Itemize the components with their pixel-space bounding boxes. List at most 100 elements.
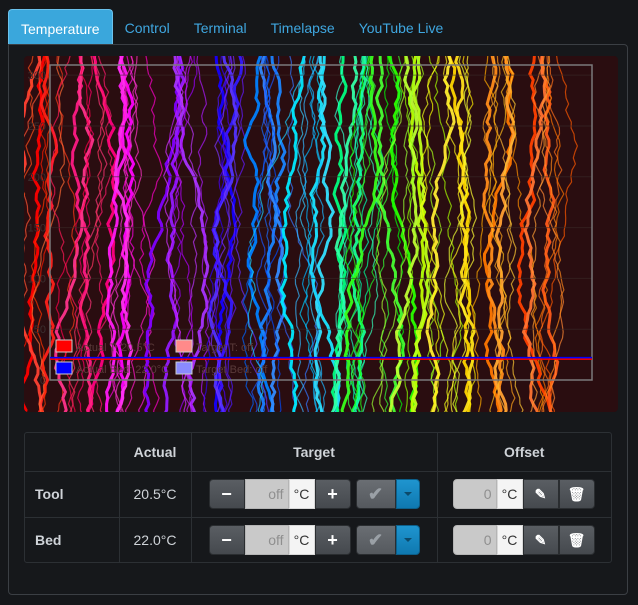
decorative-streak — [211, 56, 233, 412]
row-label-bed: Bed — [25, 517, 120, 563]
y-tick-label: 100 — [28, 273, 46, 285]
table-header-row: Actual Target Offset — [25, 433, 611, 472]
decorative-streak — [70, 56, 92, 412]
decorative-streak — [371, 56, 419, 412]
target-input-tool[interactable]: off — [244, 479, 289, 509]
header-actual: Actual — [119, 433, 192, 472]
delete-offset-bed-button[interactable]: 🗑 — [558, 525, 595, 556]
decorative-streak — [216, 56, 234, 412]
set-target-tool-button[interactable]: ✔ — [355, 479, 396, 509]
decorative-streak — [534, 56, 565, 412]
decorative-streak — [340, 56, 380, 412]
y-tick-label: 50 — [34, 324, 46, 336]
offset-input-bed[interactable]: 0 — [452, 525, 497, 556]
decorative-streak — [450, 56, 478, 412]
edit-offset-tool-button[interactable]: ✎ — [522, 479, 559, 509]
decorative-streak — [105, 56, 136, 412]
legend-swatch-0 — [55, 339, 73, 353]
decorative-streak — [24, 56, 51, 348]
decorative-streak — [55, 56, 92, 412]
decorative-streak — [179, 56, 198, 412]
offset-control-bed: 0 °C ✎ 🗑 — [452, 525, 612, 556]
decorative-streak — [241, 56, 273, 412]
decorative-streak — [24, 56, 45, 412]
decorative-streak — [202, 56, 228, 412]
decorative-streak — [411, 56, 431, 412]
decorative-streak — [538, 56, 563, 412]
decorative-streak — [167, 56, 191, 412]
decorative-streak — [162, 56, 186, 412]
decorative-streak — [387, 56, 419, 412]
tab-control[interactable]: Control — [124, 20, 170, 36]
decorative-streak — [77, 56, 95, 412]
header-offset: Offset — [437, 433, 611, 472]
decorative-streak — [503, 56, 524, 412]
trash-icon: 🗑 — [567, 485, 586, 502]
legend-label-0: Actual T: 20.5°C — [76, 342, 155, 354]
decorative-streak — [471, 56, 499, 412]
y-tick-label: 300 — [28, 70, 46, 82]
delete-offset-tool-button[interactable]: 🗑 — [558, 479, 595, 509]
decorative-streak — [488, 56, 509, 412]
decorative-streak — [196, 56, 212, 412]
decorative-streak — [481, 56, 506, 412]
decorative-streak — [521, 56, 547, 412]
decorative-streak — [344, 56, 371, 412]
decrease-target-bed-button[interactable]: − — [208, 525, 245, 556]
decorative-streak — [461, 56, 476, 412]
decorative-streak — [330, 56, 359, 412]
decorative-streak — [247, 56, 306, 412]
actual-tool: 20.5°C — [119, 471, 192, 518]
header-target: Target — [191, 433, 438, 472]
decorative-streak — [115, 56, 136, 412]
decorative-streak — [539, 56, 560, 412]
decorative-streak — [68, 56, 106, 412]
target-cell-tool: − off °C + ✔ — [191, 471, 438, 518]
legend-swatch-3 — [175, 361, 193, 375]
decorative-streak — [541, 56, 565, 412]
decorative-streak — [24, 56, 47, 412]
decorative-streak — [230, 56, 270, 412]
offset-cell-tool: 0 °C ✎ 🗑 — [437, 471, 611, 518]
decorative-streak — [294, 56, 320, 412]
decorative-streak — [117, 56, 150, 412]
header-blank — [25, 433, 120, 472]
decorative-streak — [224, 56, 247, 412]
target-dropdown-tool-button[interactable] — [395, 479, 420, 509]
tab-timelapse[interactable]: Timelapse — [270, 20, 335, 36]
tab-temperature[interactable]: Temperature — [8, 9, 113, 45]
decorative-streak — [350, 56, 368, 412]
decorative-streak — [443, 56, 472, 412]
offset-input-tool[interactable]: 0 — [452, 479, 497, 509]
increase-target-bed-button[interactable]: + — [314, 525, 351, 556]
decorative-streak — [24, 56, 42, 299]
set-target-bed-button[interactable]: ✔ — [355, 525, 396, 556]
chevron-down-icon — [403, 538, 412, 543]
target-control-tool: − off °C + ✔ — [208, 479, 437, 509]
legend-swatch-2 — [55, 361, 73, 375]
trash-icon: 🗑 — [567, 531, 586, 548]
increase-target-tool-button[interactable]: + — [314, 479, 351, 509]
temperature-chart: 0 50 100 150 200 250 300 Actual T: 20.5°C Target… — [24, 56, 618, 412]
decrease-target-tool-button[interactable]: − — [208, 479, 245, 509]
edit-offset-bed-button[interactable]: ✎ — [522, 525, 559, 556]
decorative-streak — [91, 56, 114, 412]
decorative-streak — [530, 56, 551, 412]
decorative-streak — [260, 56, 272, 412]
decorative-streak — [162, 56, 187, 412]
decorative-streak — [301, 56, 318, 412]
legend-label-1: Target T: off — [196, 342, 254, 354]
target-unit-bed: °C — [288, 525, 315, 556]
decorative-streak — [442, 56, 463, 412]
plot-border — [49, 64, 593, 381]
target-dropdown-bed-button[interactable] — [395, 525, 420, 556]
decorative-streak — [388, 56, 419, 412]
tab-terminal[interactable]: Terminal — [193, 20, 247, 36]
decorative-streak — [346, 56, 376, 412]
decorative-streak — [408, 56, 445, 412]
decorative-streak — [108, 56, 143, 412]
decorative-streak — [49, 56, 82, 412]
decorative-streak — [419, 56, 452, 412]
target-input-bed[interactable]: off — [244, 525, 289, 556]
tab-youtube-live[interactable]: YouTube Live — [358, 20, 444, 36]
